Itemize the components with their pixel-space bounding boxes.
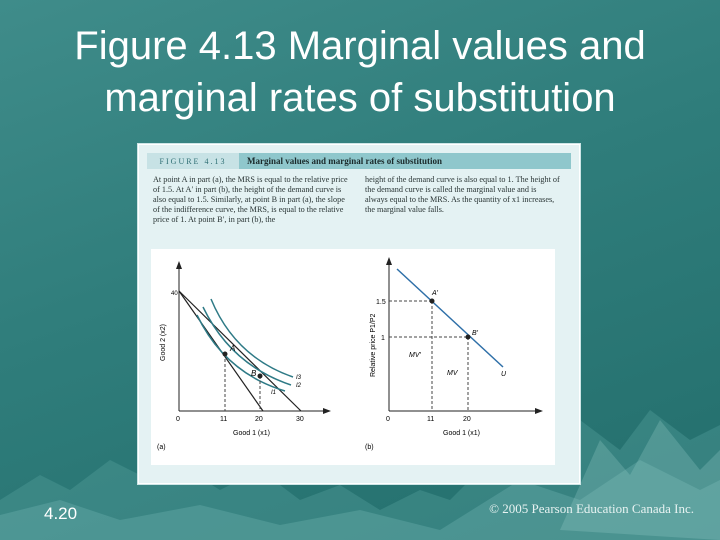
figure-plots: A B I3 I2 I1 40 0 11 20 30 Good 1 (x1) G… xyxy=(157,257,543,451)
panel-b-y-tick-1: 1 xyxy=(381,335,385,342)
figure-image: FIGURE 4.13 Marginal values and marginal… xyxy=(138,144,580,484)
panel-b-point-a xyxy=(429,298,435,304)
panel-a-xlabel: Good 1 (x1) xyxy=(233,430,270,437)
panel-a-indifference-curve-2 xyxy=(202,306,292,386)
panel-b-point-b xyxy=(465,334,471,340)
panel-a-x-tick-20: 20 xyxy=(255,416,263,423)
panel-a-x-arrow xyxy=(323,408,331,414)
panel-a-indifference-curve-1 xyxy=(196,314,286,392)
copyright-notice: © 2005 Pearson Education Canada Inc. xyxy=(489,501,694,516)
figure-header: FIGURE 4.13 Marginal values and marginal… xyxy=(147,153,571,169)
panel-a-curve-label-1: I1 xyxy=(271,390,276,396)
figure-text-right: height of the demand curve is also equal… xyxy=(365,175,560,214)
panel-a-y-tick-40: 40 xyxy=(171,291,178,297)
figure-text-left: At point A in part (a), the MRS is equal… xyxy=(153,175,348,224)
panel-a-indifference-curve-3 xyxy=(210,298,294,378)
slide-title: Figure 4.13 Marginal values and marginal… xyxy=(74,24,646,120)
panel-a-point-b-label: B xyxy=(251,369,257,378)
figure-caption: Marginal values and marginal rates of su… xyxy=(247,156,443,166)
panel-b-y-arrow xyxy=(386,257,392,265)
panel-a: A B I3 I2 I1 40 0 11 20 30 Good 1 (x1) G… xyxy=(157,261,331,451)
panel-b-point-a-label: A′ xyxy=(431,290,439,297)
panel-a-y-arrow xyxy=(176,261,182,269)
panel-a-point-a xyxy=(222,351,228,357)
panel-b-y-tick-1-5: 1.5 xyxy=(376,299,386,306)
panel-b-x-tick-0: 0 xyxy=(386,416,390,423)
panel-b-xlabel: Good 1 (x1) xyxy=(443,430,480,437)
mountain-background xyxy=(0,410,720,540)
panel-b: A′ B′ MV′ MV U 1.5 1 0 11 20 Good 1 (x1)… xyxy=(365,257,543,451)
panel-a-x-tick-11: 11 xyxy=(220,416,227,423)
plot-area: A B I3 I2 I1 40 0 11 20 30 Good 1 (x1) G… xyxy=(151,249,555,465)
panel-a-ylabel: Good 2 (x2) xyxy=(160,324,167,361)
panel-b-mv-a-label: MV′ xyxy=(409,352,422,359)
panel-a-point-a-label: A xyxy=(229,344,235,353)
panel-a-budget-line-2 xyxy=(178,290,302,412)
panel-b-tag: (b) xyxy=(365,444,374,451)
panel-a-curve-label-3: I3 xyxy=(296,375,302,381)
panel-b-x-tick-11: 11 xyxy=(427,416,434,423)
panel-b-x-tick-20: 20 xyxy=(463,416,471,423)
panel-a-x-tick-0: 0 xyxy=(176,416,180,423)
panel-b-ylabel: Relative price P1/P2 xyxy=(370,313,377,377)
slide-number: 4.20 xyxy=(44,504,78,523)
panel-b-demand-curve xyxy=(396,268,504,368)
panel-a-point-b xyxy=(257,373,263,379)
panel-a-tag: (a) xyxy=(157,444,166,451)
panel-b-curve-label: U xyxy=(501,371,507,378)
panel-a-x-tick-30: 30 xyxy=(296,416,304,423)
panel-a-curve-label-2: I2 xyxy=(296,383,302,389)
figure-label: FIGURE 4.13 xyxy=(147,153,239,169)
panel-b-x-arrow xyxy=(535,408,543,414)
panel-b-point-b-label: B′ xyxy=(472,330,479,337)
panel-b-mv-b-label: MV xyxy=(447,370,459,377)
